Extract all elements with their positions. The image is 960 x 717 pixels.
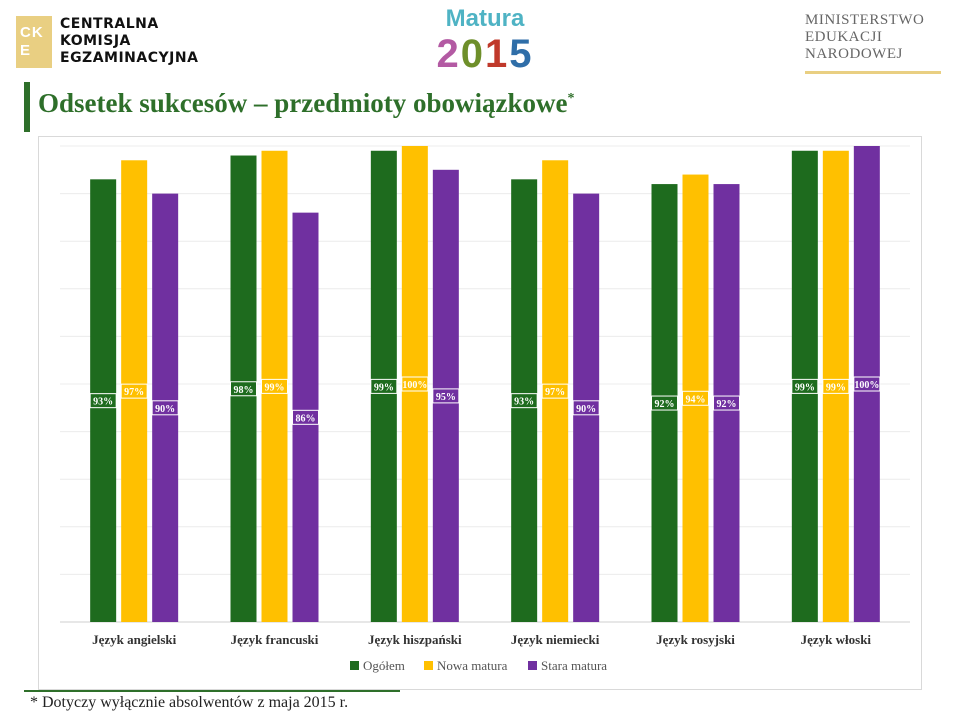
category-label: Język niemiecki — [511, 632, 600, 647]
bar — [261, 150, 288, 622]
bar — [791, 150, 818, 622]
category-label: Język rosyjski — [656, 632, 735, 647]
data-label-box — [572, 400, 600, 416]
cke-name: CENTRALNA KOMISJA EGZAMINACYJNA — [60, 16, 198, 67]
data-label: 93% — [93, 397, 113, 408]
ministry-logo: MINISTERSTWO EDUKACJI NARODOWEJ — [805, 12, 924, 63]
data-label-box — [261, 378, 288, 394]
bar — [370, 150, 397, 622]
data-label-box — [230, 381, 257, 397]
matura-2015-logo: Matura 2015 — [420, 5, 550, 77]
matura-word: Matura — [445, 5, 525, 32]
bar — [121, 160, 148, 622]
bar — [511, 179, 538, 622]
data-label: 92% — [717, 399, 737, 410]
bar — [432, 169, 459, 623]
category-label: Język francuski — [231, 632, 319, 647]
cke-logo-mark: CK E — [20, 24, 44, 59]
matura-year-digit-1: 2 — [436, 32, 461, 76]
data-label: 94% — [686, 394, 706, 405]
data-label: 86% — [296, 413, 316, 424]
matura-year: 2015 — [420, 32, 550, 76]
data-label-box — [651, 395, 678, 411]
footnote: * Dotyczy wyłącznie absolwentów z maja 2… — [30, 694, 349, 711]
data-label-box — [682, 390, 709, 406]
data-label-box — [401, 376, 429, 392]
data-label: 97% — [545, 387, 565, 398]
slide-title-text: Odsetek sukcesów – przedmioty obowiązkow… — [38, 88, 568, 118]
data-label: 93% — [514, 397, 534, 408]
legend-swatch — [424, 661, 433, 670]
cke-logo: CK E — [16, 16, 52, 68]
ministry-line-2: EDUKACJI — [805, 29, 883, 45]
data-label: 99% — [795, 382, 815, 393]
success-rate-chart: 93% 97% 90% Język angielski 98% 99% 86% Język f… — [60, 145, 910, 673]
title-asterisk: * — [567, 91, 575, 106]
data-label: 90% — [576, 404, 596, 415]
ministry-line-3: NARODOWEJ — [805, 46, 903, 62]
bar — [152, 193, 179, 622]
bar — [573, 193, 600, 622]
data-label: 100% — [402, 380, 427, 391]
data-label-box — [791, 378, 819, 394]
title-accent-bar — [24, 82, 30, 132]
category-label: Język angielski — [92, 632, 177, 647]
legend-swatch — [528, 661, 537, 670]
data-label: 90% — [155, 404, 175, 415]
bar — [90, 179, 117, 622]
bar — [651, 184, 678, 622]
bar — [822, 150, 849, 622]
legend-label: Nowa matura — [437, 658, 508, 673]
bar — [713, 184, 740, 622]
data-label-box — [713, 395, 740, 411]
legend-label: Stara matura — [541, 658, 607, 673]
data-label-box — [541, 383, 569, 399]
ministry-line-1: MINISTERSTWO — [805, 12, 925, 28]
matura-year-digit-4: 5 — [509, 32, 534, 76]
footnote-rule — [24, 690, 400, 692]
ministry-underline — [805, 71, 941, 74]
category-label: Język włoski — [801, 632, 872, 647]
cke-name-line-1: CENTRALNA — [60, 16, 159, 32]
matura-year-digit-3: 1 — [485, 32, 510, 76]
bar — [682, 174, 709, 622]
data-label: 97% — [124, 387, 144, 398]
data-label: 92% — [655, 399, 675, 410]
data-label: 98% — [234, 385, 254, 396]
data-label-box — [89, 393, 117, 409]
legend-swatch — [350, 661, 359, 670]
data-label: 99% — [265, 382, 285, 393]
data-label-box — [151, 400, 179, 416]
data-label: 100% — [854, 380, 879, 391]
bar — [542, 160, 569, 622]
category-label: Język hiszpański — [368, 632, 462, 647]
data-label-box — [120, 383, 148, 399]
cke-name-line-3: EGZAMINACYJNA — [60, 50, 199, 66]
bar — [401, 146, 428, 622]
bar — [853, 146, 880, 622]
data-label-box — [510, 393, 538, 409]
data-label-box — [822, 378, 850, 394]
data-label: 99% — [374, 382, 394, 393]
chart-frame — [38, 136, 922, 690]
bar — [230, 155, 257, 622]
data-label: 99% — [826, 382, 846, 393]
bar — [292, 212, 319, 622]
data-label-box — [432, 388, 460, 404]
matura-year-digit-2: 0 — [460, 32, 485, 76]
data-label: 95% — [436, 392, 456, 403]
slide-title: Odsetek sukcesów – przedmioty obowiązkow… — [38, 88, 574, 119]
data-label-box — [370, 378, 398, 394]
data-label-box — [853, 376, 881, 392]
data-label-box — [292, 409, 319, 425]
cke-name-line-2: KOMISJA — [60, 33, 131, 49]
legend-label: Ogółem — [363, 658, 405, 673]
